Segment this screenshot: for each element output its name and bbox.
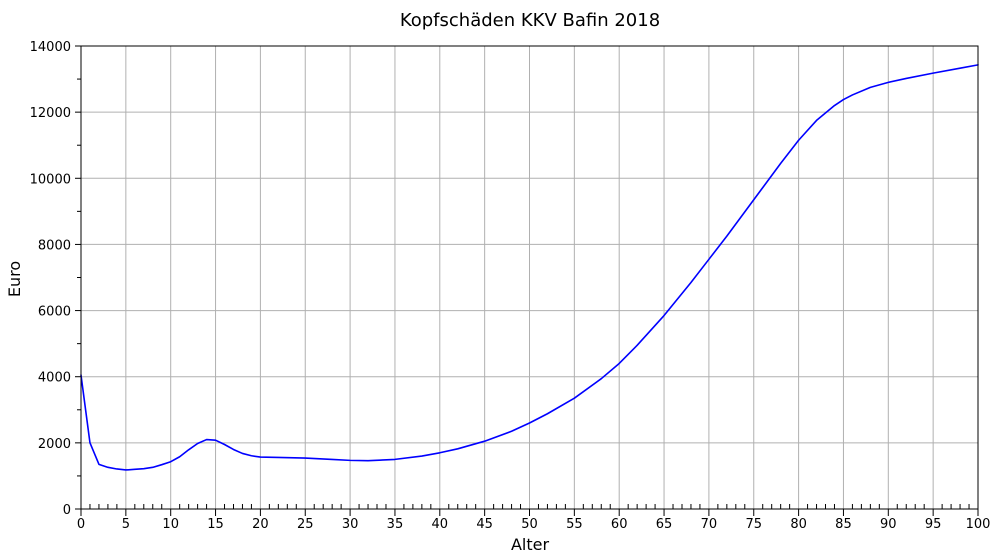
x-tick-label: 95 (925, 517, 942, 532)
y-tick-label: 0 (63, 503, 71, 518)
y-axis-label: Euro (5, 261, 24, 297)
x-tick-label: 15 (207, 517, 224, 532)
x-tick-label: 40 (432, 517, 449, 532)
x-tick-label: 45 (476, 517, 493, 532)
x-tick-label: 30 (342, 517, 359, 532)
x-tick-label: 25 (297, 517, 314, 532)
y-tick-label: 14000 (30, 40, 71, 55)
x-tick-label: 90 (880, 517, 897, 532)
x-axis-label: Alter (511, 535, 550, 554)
x-tick-label: 20 (252, 517, 269, 532)
x-tick-label: 70 (701, 517, 718, 532)
y-tick-label: 10000 (30, 172, 71, 187)
x-tick-label: 75 (745, 517, 762, 532)
y-tick-label: 6000 (38, 305, 71, 320)
x-tick-label: 85 (835, 517, 852, 532)
y-tick-label: 12000 (30, 106, 71, 121)
x-tick-label: 60 (611, 517, 628, 532)
y-tick-label: 8000 (38, 238, 71, 253)
x-tick-label: 80 (790, 517, 807, 532)
x-tick-label: 5 (122, 517, 130, 532)
x-tick-label: 50 (521, 517, 538, 532)
x-tick-label: 10 (162, 517, 179, 532)
y-tick-label: 4000 (38, 371, 71, 386)
x-tick-label: 0 (77, 517, 85, 532)
x-tick-label: 35 (387, 517, 404, 532)
axis-ticks: 0 5 10 15 20 25 30 35 40 45 50 55 60 65 70 75 80 85 90 95 10… (30, 40, 991, 532)
x-tick-label: 100 (966, 517, 991, 532)
x-tick-label: 55 (566, 517, 583, 532)
x-tick-label: 65 (656, 517, 673, 532)
series-layer (80, 64, 979, 471)
y-tick-label: 2000 (38, 437, 71, 452)
chart-title: Kopfschäden KKV Bafin 2018 (400, 10, 660, 31)
series-line (80, 64, 979, 471)
